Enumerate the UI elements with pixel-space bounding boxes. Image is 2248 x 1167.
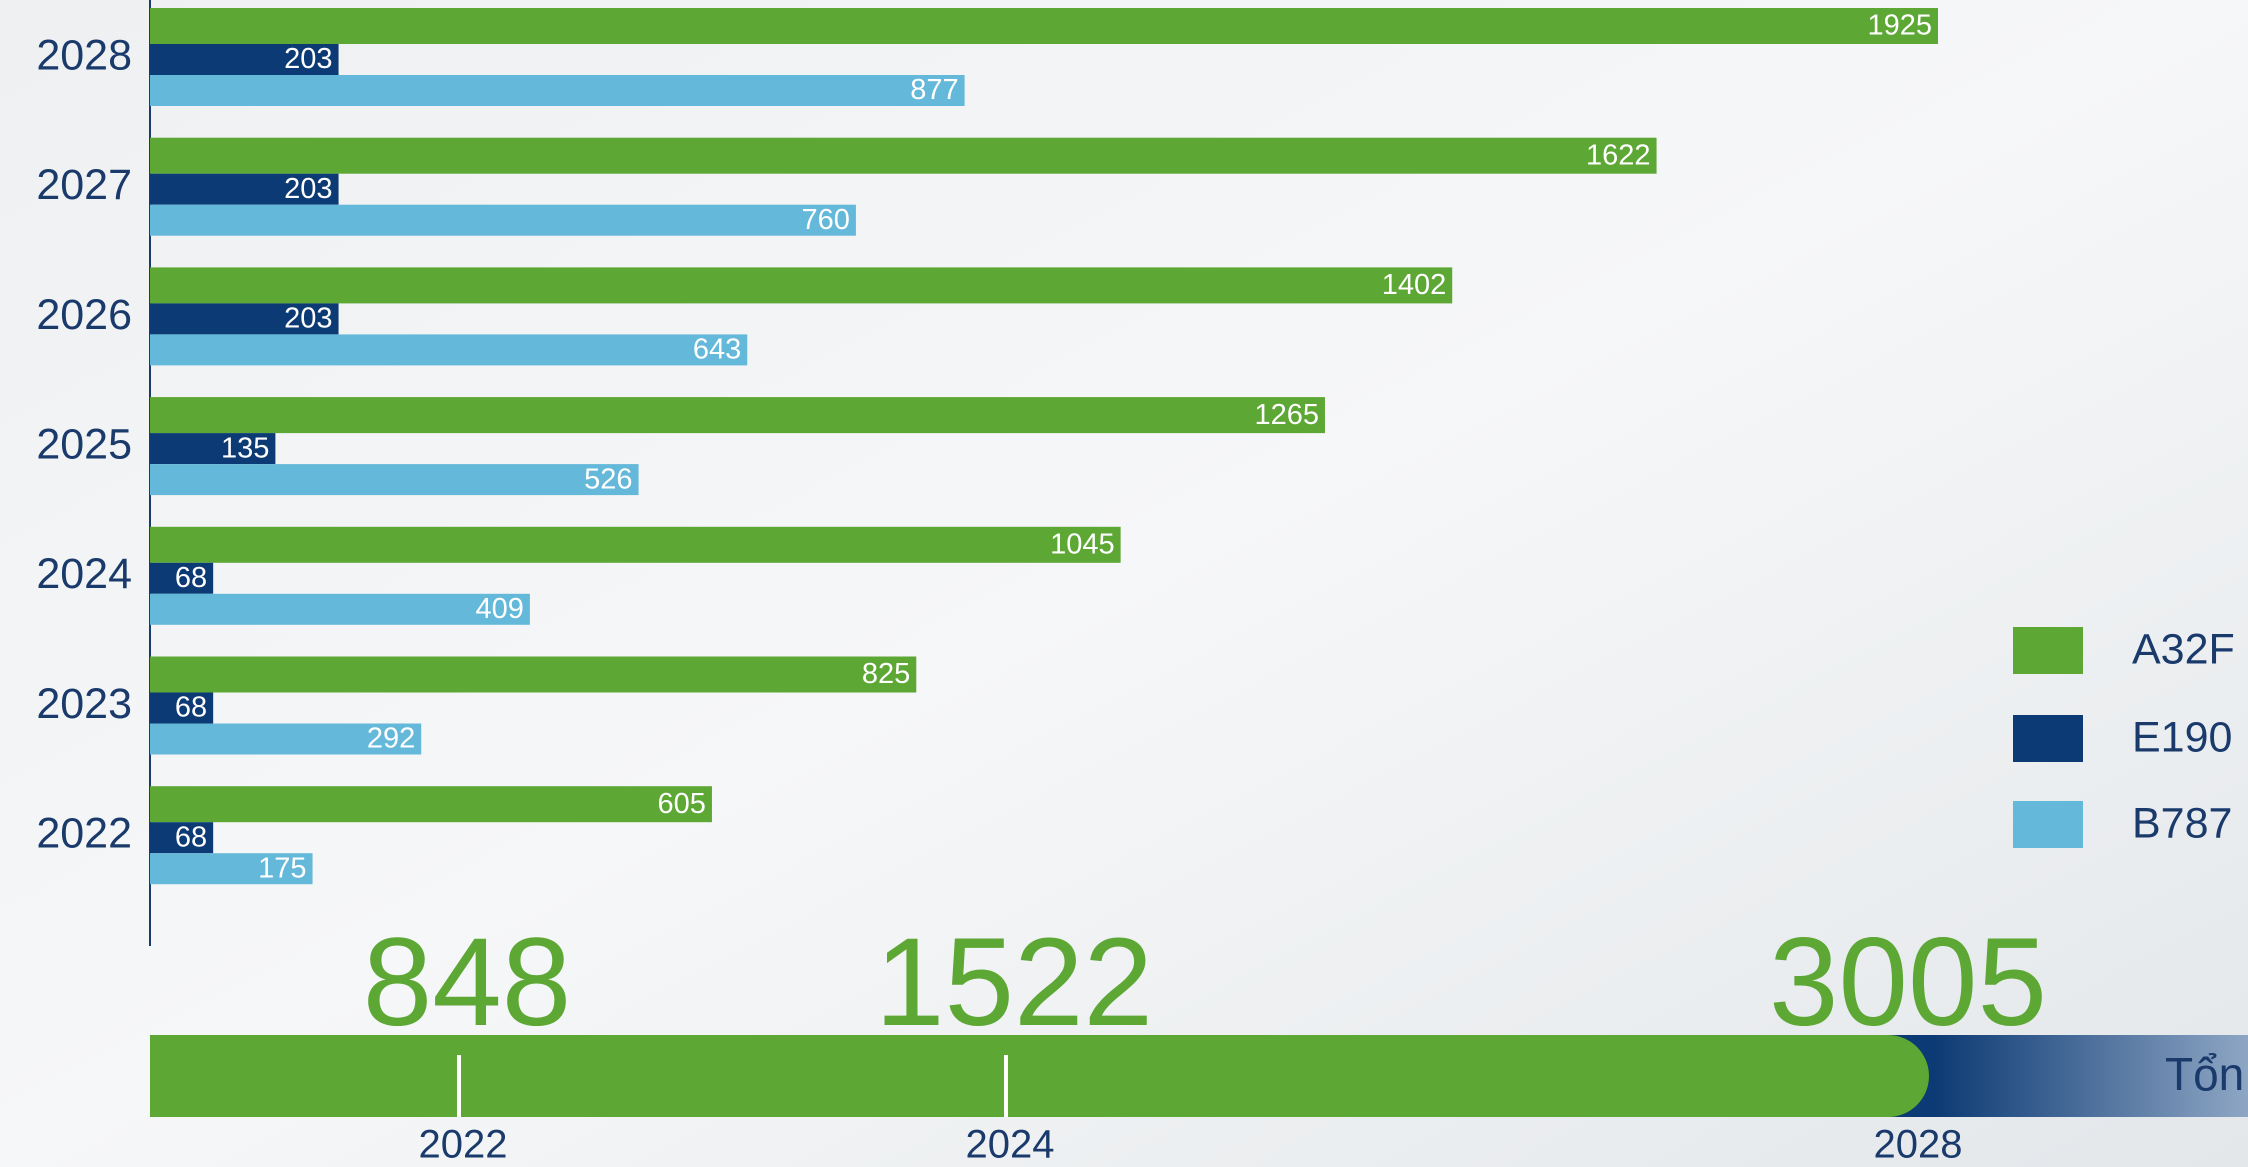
bar	[150, 657, 916, 693]
value-label: 643	[693, 334, 741, 366]
chart: 2028 1925 203 877 2027 1622 203 760 2026 1402 203 6…	[0, 0, 2248, 1167]
value-label: 1045	[1050, 528, 1115, 560]
page: {"chart_data": [ {"type": "bar", "catego…	[0, 0, 2248, 1167]
value-label: 825	[862, 658, 910, 690]
value-label: 292	[367, 723, 415, 755]
bar	[150, 464, 639, 495]
y-tick-label: 2023	[36, 680, 132, 728]
bar	[150, 267, 1452, 303]
legend-label: E190	[2132, 713, 2232, 761]
bar	[150, 334, 747, 365]
timeline-year: 2028	[1874, 1123, 1963, 1167]
value-label: 409	[476, 593, 524, 625]
y-tick-label: 2022	[36, 810, 132, 858]
legend-swatch	[2013, 627, 2083, 674]
y-tick-label: 2028	[36, 31, 132, 79]
legend-label: B787	[2132, 799, 2232, 847]
bar	[150, 75, 965, 106]
bar	[150, 397, 1325, 433]
y-tick-label: 2026	[36, 291, 132, 339]
value-label: 1402	[1382, 269, 1447, 301]
bar	[150, 527, 1121, 563]
value-label: 203	[284, 43, 332, 75]
y-tick-label: 2024	[36, 550, 132, 598]
value-label: 175	[258, 852, 306, 884]
value-label: 1622	[1586, 139, 1651, 171]
value-label: 68	[175, 562, 207, 594]
timeline-label: Tổn	[2165, 1048, 2244, 1100]
bar	[150, 205, 856, 236]
timeline-total: 848	[363, 913, 572, 1052]
value-label: 1265	[1254, 399, 1319, 431]
value-label: 1925	[1867, 10, 1932, 42]
legend-swatch	[2013, 801, 2083, 848]
value-label: 605	[658, 788, 706, 820]
timeline-total: 3005	[1769, 913, 2047, 1052]
timeline-year: 2024	[966, 1123, 1055, 1167]
legend-label: A32F	[2132, 625, 2235, 673]
value-label: 135	[221, 432, 269, 464]
value-label: 68	[175, 692, 207, 724]
value-label: 526	[584, 463, 632, 495]
legend-swatch	[2013, 715, 2083, 762]
value-label: 203	[284, 303, 332, 335]
timeline-total: 1522	[875, 913, 1153, 1052]
bar	[150, 594, 530, 625]
bar	[150, 8, 1938, 44]
y-tick-label: 2025	[36, 420, 132, 468]
value-label: 760	[802, 204, 850, 236]
timeline-year: 2022	[419, 1123, 508, 1167]
y-tick-label: 2027	[36, 161, 132, 209]
value-label: 877	[910, 74, 958, 106]
bar	[150, 786, 712, 822]
value-label: 203	[284, 173, 332, 205]
bar	[150, 138, 1657, 174]
value-label: 68	[175, 821, 207, 853]
